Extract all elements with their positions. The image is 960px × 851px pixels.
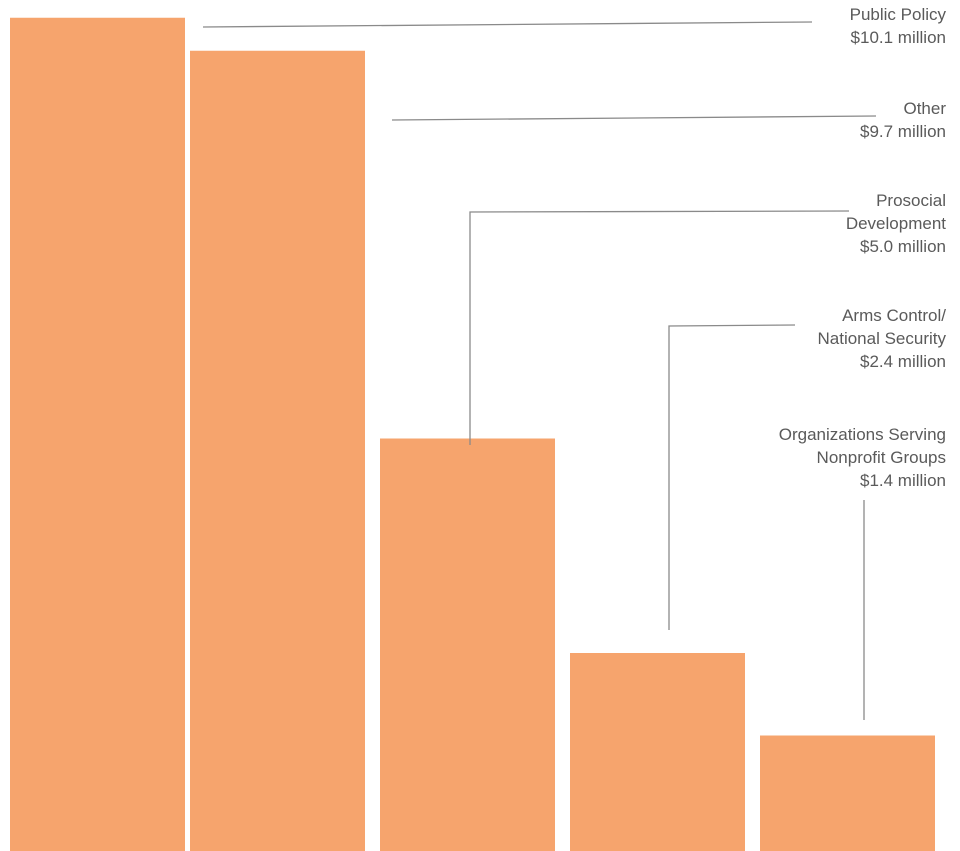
data-label-other: Other $9.7 million — [860, 99, 946, 141]
leader-lines-group — [202, 21, 877, 720]
bar-other — [190, 50, 365, 851]
label-line: Nonprofit Groups — [817, 448, 946, 467]
label-line: Organizations Serving — [779, 425, 946, 444]
leader-line-other — [391, 115, 877, 121]
data-label-arms-control-national-security: Arms Control/National Security $2.4 milli… — [817, 306, 946, 371]
label-line: $10.1 million — [851, 28, 946, 47]
label-line: Arms Control/ — [842, 306, 946, 325]
label-line: Development — [846, 214, 946, 233]
data-label-public-policy: Public Policy $10.1 million — [850, 5, 947, 47]
data-label-organizations-serving-nonprofit-groups: Organizations Serving Nonprofit Groups $1.… — [779, 425, 946, 490]
leader-line-prosocial-development — [469, 210, 850, 445]
bar-arms-control-national-security — [570, 653, 745, 851]
label-line: $1.4 million — [860, 471, 946, 490]
leader-line-arms-control-national-security — [668, 324, 796, 630]
label-line: $2.4 million — [860, 352, 946, 371]
bar-public-policy — [10, 17, 185, 851]
label-line: Public Policy — [850, 5, 947, 24]
bar-prosocial-development — [380, 438, 555, 851]
bar-organizations-serving-nonprofit-groups — [760, 735, 935, 851]
label-line: Other — [903, 99, 946, 118]
label-line: $9.7 million — [860, 122, 946, 141]
label-line: National Security — [817, 329, 946, 348]
leader-line-public-policy — [202, 21, 813, 28]
data-label-prosocial-development: Prosocial Development $5.0 million — [846, 191, 946, 256]
bars-group — [10, 17, 935, 851]
label-line: Prosocial — [876, 191, 946, 210]
labels-group: Public Policy $10.1 million Other $9.7 mill… — [779, 5, 947, 490]
label-line: $5.0 million — [860, 237, 946, 256]
